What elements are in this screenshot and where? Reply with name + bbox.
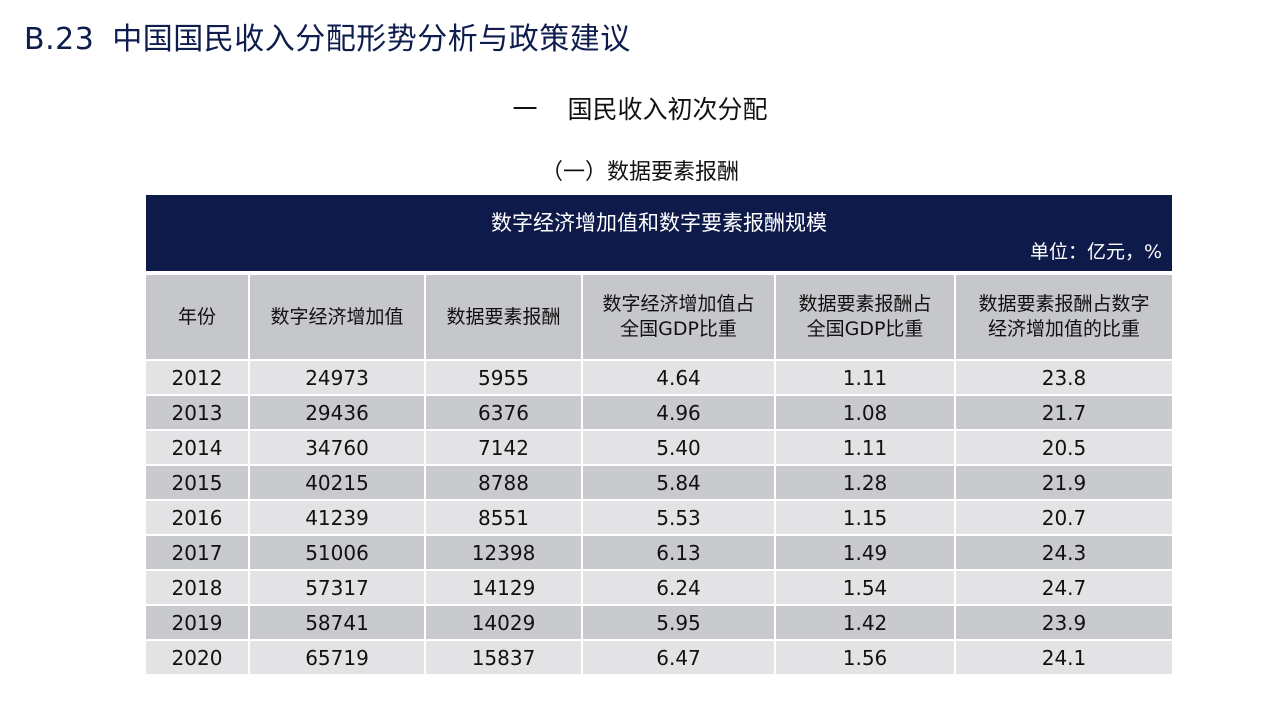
table-cell: 20.5 bbox=[955, 430, 1172, 465]
table-cell: 6.13 bbox=[582, 535, 776, 570]
table-cell: 34760 bbox=[249, 430, 426, 465]
table-row: 2020 65719 15837 6.47 1.56 24.1 bbox=[146, 640, 1172, 675]
table-cell: 2020 bbox=[146, 640, 250, 675]
table-unit: 单位：亿元，% bbox=[1029, 241, 1162, 263]
table-cell: 5.53 bbox=[582, 500, 776, 535]
table-cell: 6.47 bbox=[582, 640, 776, 675]
header-line: 数据要素报酬占数字 bbox=[978, 293, 1150, 315]
table-cell: 8788 bbox=[425, 465, 583, 500]
table-cell: 1.49 bbox=[775, 535, 956, 570]
table-cell: 58741 bbox=[249, 605, 426, 640]
table-cell: 24.3 bbox=[955, 535, 1172, 570]
data-table: 年份 数字经济增加值 数据要素报酬 数字经济增加值占 全国GDP比重 数据要素报酬… bbox=[146, 275, 1172, 676]
table-row: 2018 57317 14129 6.24 1.54 24.7 bbox=[146, 570, 1172, 605]
header-year: 年份 bbox=[146, 275, 250, 360]
table-cell: 2018 bbox=[146, 570, 250, 605]
table-cell: 12398 bbox=[425, 535, 583, 570]
table-body: 2012 24973 5955 4.64 1.11 23.8 2013 29436 6376 4.… bbox=[146, 360, 1172, 675]
table-cell: 21.9 bbox=[955, 465, 1172, 500]
table-row: 2013 29436 6376 4.96 1.08 21.7 bbox=[146, 395, 1172, 430]
header-line: 数字经济增加值 bbox=[270, 305, 404, 328]
table-cell: 1.11 bbox=[775, 430, 956, 465]
header-data-factor-compensation: 数据要素报酬 bbox=[425, 275, 583, 360]
document-title-text: 中国国民收入分配形势分析与政策建议 bbox=[112, 22, 631, 57]
table-cell: 65719 bbox=[249, 640, 426, 675]
document-title: B.23 中国国民收入分配形势分析与政策建议 bbox=[24, 14, 631, 58]
section-title-text: 国民收入初次分配 bbox=[567, 95, 768, 124]
table-cell: 24.1 bbox=[955, 640, 1172, 675]
header-line: 数字经济增加值占 bbox=[602, 293, 755, 315]
table-title: 数字经济增加值和数字要素报酬规模 bbox=[491, 211, 827, 235]
table-cell: 29436 bbox=[249, 395, 426, 430]
table-row: 2012 24973 5955 4.64 1.11 23.8 bbox=[146, 360, 1172, 395]
table-cell: 14029 bbox=[425, 605, 583, 640]
table-cell: 1.54 bbox=[775, 570, 956, 605]
table-row: 2017 51006 12398 6.13 1.49 24.3 bbox=[146, 535, 1172, 570]
table-cell: 24973 bbox=[249, 360, 426, 395]
table-cell: 2016 bbox=[146, 500, 250, 535]
header-line: 年份 bbox=[177, 305, 216, 328]
table-cell: 57317 bbox=[249, 570, 426, 605]
table-cell: 2017 bbox=[146, 535, 250, 570]
document-code: B.23 bbox=[24, 22, 95, 57]
table-cell: 23.8 bbox=[955, 360, 1172, 395]
table-cell: 2013 bbox=[146, 395, 250, 430]
table-cell: 8551 bbox=[425, 500, 583, 535]
table-cell: 21.7 bbox=[955, 395, 1172, 430]
table-cell: 4.96 bbox=[582, 395, 776, 430]
table-cell: 5.40 bbox=[582, 430, 776, 465]
header-digital-economy-gdp-share: 数字经济增加值占 全国GDP比重 bbox=[582, 275, 776, 360]
table-cell: 1.08 bbox=[775, 395, 956, 430]
table-cell: 40215 bbox=[249, 465, 426, 500]
table-cell: 4.64 bbox=[582, 360, 776, 395]
section-title: 一国民收入初次分配 bbox=[0, 90, 1280, 126]
data-table-container: 数字经济增加值和数字要素报酬规模 单位：亿元，% 年份 数字经济增加值 数据要素… bbox=[146, 195, 1172, 676]
table-cell: 1.42 bbox=[775, 605, 956, 640]
header-digital-economy-value: 数字经济增加值 bbox=[249, 275, 426, 360]
header-data-factor-gdp-share: 数据要素报酬占 全国GDP比重 bbox=[775, 275, 956, 360]
table-cell: 14129 bbox=[425, 570, 583, 605]
table-cell: 1.28 bbox=[775, 465, 956, 500]
table-cell: 5.84 bbox=[582, 465, 776, 500]
table-cell: 20.7 bbox=[955, 500, 1172, 535]
table-row: 2014 34760 7142 5.40 1.11 20.5 bbox=[146, 430, 1172, 465]
table-row: 2015 40215 8788 5.84 1.28 21.9 bbox=[146, 465, 1172, 500]
table-cell: 24.7 bbox=[955, 570, 1172, 605]
table-cell: 1.56 bbox=[775, 640, 956, 675]
table-cell: 41239 bbox=[249, 500, 426, 535]
table-cell: 6.24 bbox=[582, 570, 776, 605]
table-cell: 15837 bbox=[425, 640, 583, 675]
table-cell: 2014 bbox=[146, 430, 250, 465]
table-header-row: 年份 数字经济增加值 数据要素报酬 数字经济增加值占 全国GDP比重 数据要素报酬… bbox=[146, 275, 1172, 360]
header-line: 数据要素报酬占 bbox=[798, 293, 932, 315]
header-line: 全国GDP比重 bbox=[806, 318, 924, 340]
table-cell: 6376 bbox=[425, 395, 583, 430]
table-cell: 1.11 bbox=[775, 360, 956, 395]
header-line: 数据要素报酬 bbox=[446, 305, 561, 328]
table-cell: 5955 bbox=[425, 360, 583, 395]
section-number: 一 bbox=[512, 95, 538, 124]
header-data-factor-digital-share: 数据要素报酬占数字 经济增加值的比重 bbox=[955, 275, 1172, 360]
header-line: 经济增加值的比重 bbox=[987, 318, 1140, 340]
table-banner: 数字经济增加值和数字要素报酬规模 单位：亿元，% bbox=[146, 195, 1172, 271]
subsection-title: （一）数据要素报酬 bbox=[540, 160, 739, 185]
table-cell: 23.9 bbox=[955, 605, 1172, 640]
table-cell: 2019 bbox=[146, 605, 250, 640]
table-cell: 2012 bbox=[146, 360, 250, 395]
header-line: 全国GDP比重 bbox=[620, 318, 737, 340]
table-cell: 1.15 bbox=[775, 500, 956, 535]
table-row: 2019 58741 14029 5.95 1.42 23.9 bbox=[146, 605, 1172, 640]
table-cell: 5.95 bbox=[582, 605, 776, 640]
table-cell: 7142 bbox=[425, 430, 583, 465]
table-cell: 51006 bbox=[249, 535, 426, 570]
table-row: 2016 41239 8551 5.53 1.15 20.7 bbox=[146, 500, 1172, 535]
table-cell: 2015 bbox=[146, 465, 250, 500]
